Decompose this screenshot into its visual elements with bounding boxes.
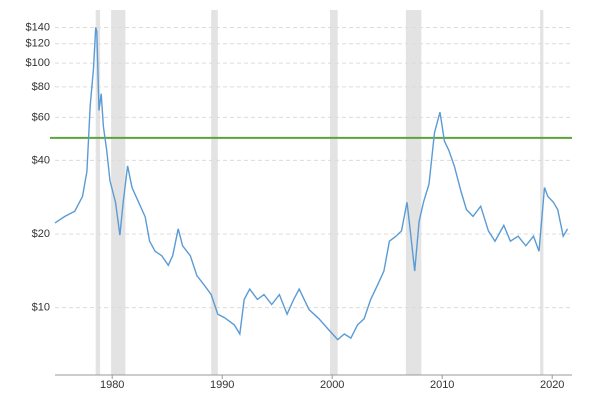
recession-band (405, 10, 422, 375)
x-tick-label: 1990 (210, 379, 234, 391)
y-tick-label: $120 (26, 38, 50, 50)
recession-band (330, 10, 338, 375)
x-tick-label: 2000 (320, 379, 344, 391)
recession-band (211, 10, 218, 375)
recession-band (95, 10, 101, 375)
y-tick-label: $100 (26, 57, 50, 69)
recession-band (540, 10, 544, 375)
x-tick-label: 2020 (540, 379, 564, 391)
price-line (54, 27, 569, 341)
recession-band (111, 10, 126, 375)
y-tick-label: $140 (26, 21, 50, 33)
y-tick-label: $40 (32, 154, 50, 166)
y-tick-label: $60 (32, 111, 50, 123)
y-tick-label: $80 (32, 81, 50, 93)
y-tick-label: $20 (32, 228, 50, 240)
x-tick-label: 2010 (430, 379, 454, 391)
x-tick-label: 1980 (100, 379, 124, 391)
y-tick-label: $10 (32, 302, 50, 314)
